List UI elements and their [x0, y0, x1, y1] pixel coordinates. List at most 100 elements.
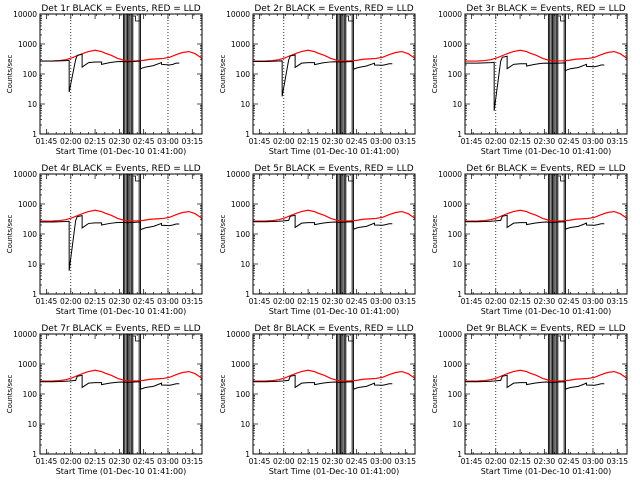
x-tick-label: 03:15 [181, 297, 203, 306]
x-tick-label: 03:15 [181, 137, 203, 146]
lld-series-line [40, 209, 202, 222]
plot-frame [252, 333, 416, 455]
y-tick-label: 10 [240, 100, 250, 109]
x-ticks [252, 174, 416, 294]
y-tick-label: 100 [236, 70, 251, 79]
lld-series-line [465, 49, 627, 62]
flag-step [132, 335, 141, 342]
x-tick-label: 02:00 [273, 137, 295, 146]
y-tick-label: 1 [457, 450, 462, 459]
panel-title: Det 1r BLACK = Events, RED = LLD [41, 4, 200, 14]
flag-step [557, 335, 566, 342]
x-tick-label: 02:30 [109, 297, 131, 306]
y-tick-label: 1 [32, 130, 37, 139]
x-ticks [39, 334, 203, 454]
y-axis-label: Counts/sec [6, 375, 14, 414]
x-tick-label: 02:15 [297, 457, 319, 466]
y-tick-label: 10 [452, 260, 462, 269]
x-tick-label: 02:15 [84, 137, 106, 146]
x-tick-label: 02:00 [60, 297, 82, 306]
panel-det-8: Det 8r BLACK = Events, RED = LLD Counts/s… [219, 324, 416, 476]
x-tick-label: 02:30 [534, 457, 556, 466]
y-tick-label: 10000 [226, 10, 250, 19]
plot-frame [39, 173, 203, 295]
y-tick-label: 1 [457, 130, 462, 139]
x-axis-label: Start Time (01-Dec-10 01:41:00) [269, 467, 400, 476]
x-tick-label: 01:45 [249, 457, 271, 466]
events-series-line [465, 374, 605, 390]
plot-frame [464, 13, 628, 135]
y-tick-label: 10 [240, 260, 250, 269]
y-tick-label: 10 [27, 260, 37, 269]
y-ticks [253, 333, 415, 455]
y-tick-label: 10 [27, 100, 37, 109]
x-tick-label: 02:45 [133, 137, 155, 146]
y-axis-label: Counts/sec [219, 215, 227, 254]
x-ticks [464, 174, 628, 294]
flag-step [557, 15, 566, 22]
x-tick-label: 03:00 [370, 457, 392, 466]
panel-det-6: Det 6r BLACK = Events, RED = LLD Counts/s… [431, 164, 628, 316]
y-tick-label: 1 [457, 290, 462, 299]
panel-title: Det 7r BLACK = Events, RED = LLD [41, 324, 200, 334]
panel-det-7: Det 7r BLACK = Events, RED = LLD Counts/s… [6, 324, 203, 476]
plot-area [253, 334, 415, 454]
x-tick-label: 02:30 [534, 137, 556, 146]
y-tick-label: 10 [452, 420, 462, 429]
y-tick-label: 10000 [13, 10, 37, 19]
y-tick-label: 10000 [438, 10, 462, 19]
y-tick-label: 1000 [18, 40, 37, 49]
flag-step [345, 15, 354, 22]
lld-series-line [40, 49, 202, 62]
x-tick-label: 02:15 [297, 137, 319, 146]
y-axis-label: Counts/sec [431, 375, 439, 414]
plot-frame [252, 13, 416, 135]
y-ticks [465, 173, 627, 295]
y-tick-label: 100 [448, 230, 463, 239]
y-tick-label: 100 [236, 390, 251, 399]
lld-series-line [465, 369, 627, 382]
y-axis-label: Counts/sec [219, 375, 227, 414]
events-series-line [40, 374, 180, 390]
y-tick-label: 1 [245, 290, 250, 299]
y-tick-label: 1000 [443, 360, 462, 369]
x-tick-label: 02:30 [109, 457, 131, 466]
y-ticks [465, 13, 627, 135]
y-tick-label: 1000 [231, 360, 250, 369]
y-tick-label: 10000 [438, 330, 462, 339]
y-ticks [40, 333, 202, 455]
plot-frame [39, 13, 203, 135]
x-tick-label: 02:45 [133, 457, 155, 466]
y-tick-label: 1 [245, 450, 250, 459]
x-tick-label: 03:15 [606, 297, 628, 306]
x-axis-label: Start Time (01-Dec-10 01:41:00) [269, 147, 400, 156]
x-tick-label: 03:00 [157, 137, 179, 146]
x-tick-label: 03:00 [157, 297, 179, 306]
y-tick-label: 10 [452, 100, 462, 109]
panel-det-2: Det 2r BLACK = Events, RED = LLD Counts/s… [219, 4, 416, 156]
x-tick-label: 02:45 [558, 137, 580, 146]
x-tick-label: 03:00 [582, 137, 604, 146]
y-tick-label: 1 [32, 290, 37, 299]
x-tick-label: 02:00 [485, 297, 507, 306]
y-tick-label: 1000 [18, 360, 37, 369]
x-axis-label: Start Time (01-Dec-10 01:41:00) [269, 307, 400, 316]
plot-area [40, 14, 202, 134]
y-ticks [40, 13, 202, 135]
x-tick-label: 02:30 [322, 297, 344, 306]
plot-frame [464, 333, 628, 455]
y-tick-label: 1000 [231, 200, 250, 209]
y-ticks [253, 173, 415, 295]
y-tick-label: 100 [23, 390, 38, 399]
x-tick-label: 03:00 [582, 457, 604, 466]
plot-area [465, 334, 627, 454]
events-series-line [40, 215, 180, 271]
y-tick-label: 100 [448, 70, 463, 79]
lld-series-line [465, 209, 627, 222]
lld-series-line [40, 369, 202, 382]
x-ticks [39, 14, 203, 134]
panel-title: Det 2r BLACK = Events, RED = LLD [254, 4, 413, 14]
x-tick-label: 01:45 [36, 457, 58, 466]
events-series-line [465, 214, 605, 230]
y-tick-label: 10000 [13, 170, 37, 179]
